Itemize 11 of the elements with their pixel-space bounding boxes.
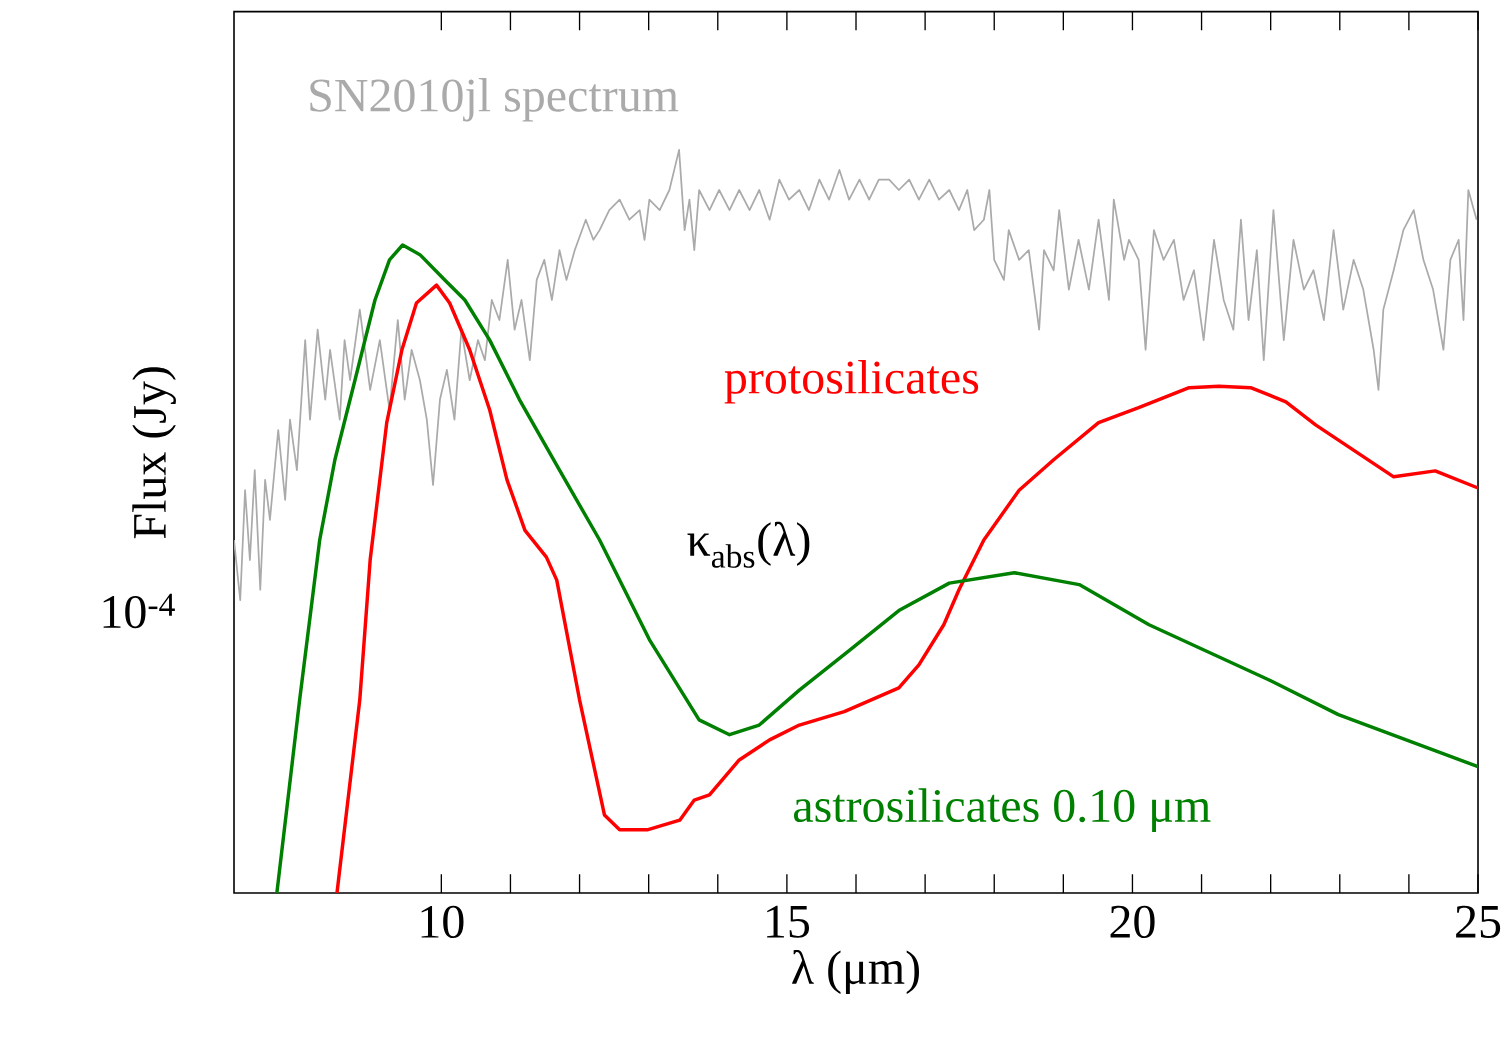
y-axis-title: Flux (Jy): [132, 367, 176, 539]
series-label: SN2010jl spectrum: [310, 78, 679, 122]
x-tick-label: 10: [421, 905, 464, 939]
x-tick-label: 15: [767, 905, 810, 938]
x-tick-label: 20: [1110, 905, 1155, 939]
x-axis-title: λ (μm): [792, 949, 919, 994]
x-tick-label: 25: [1456, 905, 1501, 938]
series-label: astrosilicates 0.10 μm: [794, 788, 1211, 832]
text: 10$^{-4}$: [103, 593, 175, 629]
series-label: protosilicates: [724, 360, 979, 404]
annotation: κ$_{abs}$(λ): [687, 521, 810, 568]
